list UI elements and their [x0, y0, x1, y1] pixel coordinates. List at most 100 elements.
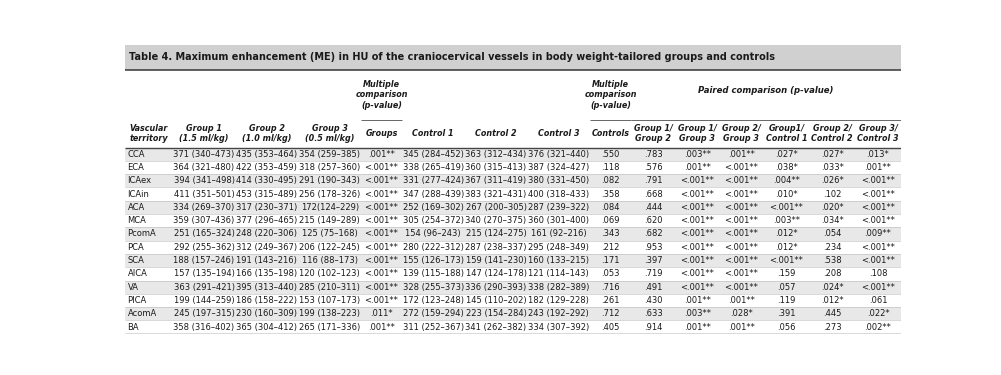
Text: .003**: .003**	[684, 150, 711, 159]
Text: Control 1: Control 1	[412, 129, 454, 138]
Text: .001**: .001**	[865, 163, 892, 172]
Text: 272 (159–294): 272 (159–294)	[402, 309, 463, 318]
Text: ECA: ECA	[127, 163, 144, 172]
Text: BA: BA	[127, 322, 139, 332]
Text: .013*: .013*	[867, 150, 889, 159]
Text: .001**: .001**	[728, 150, 755, 159]
Text: <.001**: <.001**	[681, 190, 714, 199]
Text: 160 (133–215): 160 (133–215)	[529, 256, 590, 265]
Bar	[125, 161, 901, 174]
Text: .034*: .034*	[821, 216, 844, 225]
Text: <.001**: <.001**	[364, 203, 398, 212]
Text: 367 (311–419): 367 (311–419)	[465, 176, 527, 185]
Text: 435 (353–464): 435 (353–464)	[236, 150, 297, 159]
Text: 338 (265–419): 338 (265–419)	[402, 163, 463, 172]
Text: 364 (321–480): 364 (321–480)	[173, 163, 234, 172]
Text: .012*: .012*	[821, 296, 844, 305]
Text: 161 (92–216): 161 (92–216)	[532, 230, 587, 238]
Text: .010*: .010*	[775, 190, 798, 199]
Text: .668: .668	[644, 190, 663, 199]
Text: <.001**: <.001**	[725, 163, 759, 172]
Text: Control 2: Control 2	[475, 129, 517, 138]
Text: <.001**: <.001**	[725, 256, 759, 265]
Text: .159: .159	[777, 269, 796, 278]
Text: 341 (262–382): 341 (262–382)	[465, 322, 527, 332]
Text: 230 (160–309): 230 (160–309)	[236, 309, 297, 318]
Text: 147 (124–178): 147 (124–178)	[465, 269, 527, 278]
Text: 287 (239–322): 287 (239–322)	[529, 203, 590, 212]
Text: 354 (259–385): 354 (259–385)	[299, 150, 360, 159]
Text: <.001**: <.001**	[364, 163, 398, 172]
Text: 125 (75–168): 125 (75–168)	[302, 230, 357, 238]
Text: .716: .716	[602, 283, 620, 292]
Text: .001**: .001**	[728, 296, 755, 305]
Text: .261: .261	[602, 296, 620, 305]
Text: .171: .171	[602, 256, 620, 265]
Text: Group 1/
Group 3: Group 1/ Group 3	[678, 124, 717, 144]
Text: 400 (318–433): 400 (318–433)	[529, 190, 590, 199]
Bar	[125, 174, 901, 188]
Text: 145 (110–202): 145 (110–202)	[465, 296, 527, 305]
Text: 318 (257–360): 318 (257–360)	[299, 163, 360, 172]
Text: <.001**: <.001**	[364, 243, 398, 252]
Text: <.001**: <.001**	[681, 256, 714, 265]
Text: .084: .084	[602, 203, 620, 212]
Text: 186 (158–222): 186 (158–222)	[236, 296, 297, 305]
Text: 154 (96–243): 154 (96–243)	[405, 230, 461, 238]
Text: <.001**: <.001**	[725, 216, 759, 225]
Text: .791: .791	[644, 176, 663, 185]
Text: .012*: .012*	[775, 230, 798, 238]
Text: <.001**: <.001**	[725, 190, 759, 199]
Text: 365 (304–412): 365 (304–412)	[236, 322, 297, 332]
Text: <.001**: <.001**	[725, 230, 759, 238]
Text: .783: .783	[644, 150, 663, 159]
Text: Group 2/
Control 2: Group 2/ Control 2	[812, 124, 853, 144]
Text: ACA: ACA	[127, 203, 145, 212]
Text: .633: .633	[644, 309, 663, 318]
Text: .069: .069	[602, 216, 620, 225]
Text: .020*: .020*	[821, 203, 844, 212]
Text: .056: .056	[777, 322, 796, 332]
Text: 387 (324–427): 387 (324–427)	[529, 163, 590, 172]
Text: Group 3/
Control 3: Group 3/ Control 3	[857, 124, 899, 144]
Text: <.001**: <.001**	[681, 203, 714, 212]
Text: .001**: .001**	[728, 322, 755, 332]
Text: Group 1
(1.5 ml/kg): Group 1 (1.5 ml/kg)	[179, 124, 229, 144]
Text: Multiple
comparison
(p-value): Multiple comparison (p-value)	[585, 80, 637, 110]
Text: <.001**: <.001**	[725, 243, 759, 252]
Bar	[125, 280, 901, 294]
Text: .405: .405	[602, 322, 620, 332]
Text: 199 (144–259): 199 (144–259)	[174, 296, 234, 305]
Text: .012*: .012*	[775, 243, 798, 252]
Text: .208: .208	[823, 269, 842, 278]
Text: .491: .491	[644, 283, 663, 292]
Text: 155 (126–173): 155 (126–173)	[402, 256, 463, 265]
Text: Vascular
territory: Vascular territory	[129, 124, 168, 144]
Text: 395 (313–440): 395 (313–440)	[236, 283, 297, 292]
Text: SCA: SCA	[127, 256, 144, 265]
Text: 215 (124–275): 215 (124–275)	[465, 230, 527, 238]
Text: 159 (141–230): 159 (141–230)	[465, 256, 527, 265]
Bar	[125, 294, 901, 307]
Text: 292 (255–362): 292 (255–362)	[173, 243, 234, 252]
Text: 245 (197–315): 245 (197–315)	[173, 309, 234, 318]
Text: 157 (135–194): 157 (135–194)	[173, 269, 234, 278]
Text: 120 (102–123): 120 (102–123)	[299, 269, 360, 278]
Text: .212: .212	[602, 243, 620, 252]
Bar	[125, 227, 901, 241]
Text: 380 (331–450): 380 (331–450)	[529, 176, 590, 185]
Text: <.001**: <.001**	[725, 283, 759, 292]
Text: 172 (123–248): 172 (123–248)	[402, 296, 463, 305]
Text: 243 (192–292): 243 (192–292)	[529, 309, 590, 318]
Text: .914: .914	[644, 322, 663, 332]
Text: 340 (270–375): 340 (270–375)	[465, 216, 527, 225]
Text: .102: .102	[823, 190, 841, 199]
Bar	[125, 188, 901, 201]
Text: <.001**: <.001**	[861, 176, 895, 185]
Text: PCA: PCA	[127, 243, 144, 252]
Bar	[125, 267, 901, 280]
Text: <.001**: <.001**	[364, 296, 398, 305]
Text: 256 (178–326): 256 (178–326)	[299, 190, 360, 199]
Text: .445: .445	[823, 309, 841, 318]
Text: 453 (315–489): 453 (315–489)	[236, 190, 297, 199]
